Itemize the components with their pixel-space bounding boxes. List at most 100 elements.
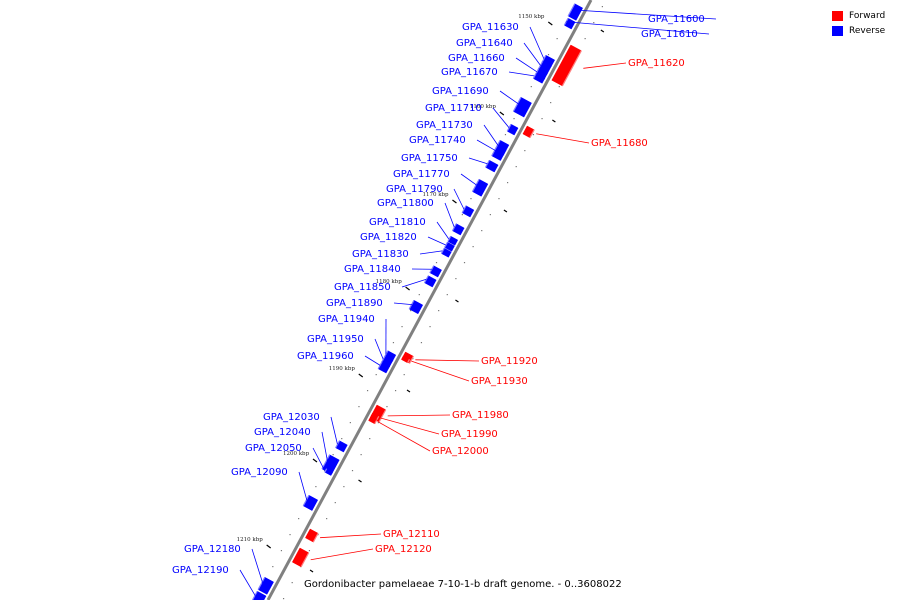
gene-label[interactable]: GPA_11950 — [307, 334, 364, 345]
gene-label[interactable]: GPA_12110 — [383, 529, 440, 540]
gene-label[interactable]: GPA_12000 — [432, 446, 489, 457]
gene-feature[interactable] — [471, 178, 489, 197]
gene-feature[interactable] — [567, 3, 584, 21]
gene-feature[interactable] — [532, 72, 546, 84]
legend-label-forward: Forward — [849, 10, 886, 21]
gene-label[interactable]: GPA_11670 — [441, 67, 498, 78]
gene-label[interactable]: GPA_11730 — [416, 120, 473, 131]
gene-feature[interactable] — [370, 412, 380, 421]
gene-feature[interactable] — [423, 275, 437, 288]
reverse-gene-block[interactable] — [424, 275, 437, 288]
gene-label[interactable]: GPA_12050 — [245, 443, 302, 454]
gene-feature[interactable] — [401, 355, 410, 364]
gene-labels-layer: GPA_11600 GPA_11610 GPA_11620 GPA_11630 GPA_… — [172, 9, 717, 596]
gene-label[interactable]: GPA_11620 — [628, 58, 685, 69]
gene-block-edge — [423, 275, 429, 284]
gene-feature[interactable] — [485, 159, 499, 173]
tick-mark — [312, 458, 318, 463]
gene-label[interactable]: GPA_11640 — [456, 38, 513, 49]
gene-feature[interactable] — [257, 576, 274, 595]
gene-block-edge — [444, 241, 449, 248]
gene-feature[interactable] — [335, 440, 348, 453]
gene-label[interactable]: GPA_11930 — [471, 376, 528, 387]
scale-dot — [601, 6, 603, 8]
gene-label[interactable]: GPA_11890 — [326, 298, 383, 309]
legend-swatch-forward — [832, 10, 843, 21]
gene-label[interactable]: GPA_11600 — [648, 14, 705, 25]
gene-label[interactable]: GPA_12190 — [172, 565, 229, 576]
scale-dash — [309, 569, 314, 573]
gene-feature[interactable] — [491, 144, 507, 161]
gene-label[interactable]: GPA_11850 — [334, 282, 391, 293]
gene-label[interactable]: GPA_11840 — [344, 264, 401, 275]
reverse-gene-block[interactable] — [563, 17, 576, 30]
gene-label[interactable]: GPA_11820 — [360, 232, 417, 243]
tick-mark — [266, 544, 272, 549]
gene-block-edge — [440, 247, 445, 254]
gene-label[interactable]: GPA_11940 — [318, 314, 375, 325]
scale-dash — [358, 479, 362, 483]
gene-feature[interactable] — [302, 494, 319, 511]
scale-dot — [472, 246, 474, 248]
scale-dot — [550, 102, 552, 104]
gene-feature[interactable] — [291, 547, 310, 568]
gene-feature[interactable] — [447, 235, 459, 246]
reverse-gene-block[interactable] — [506, 123, 519, 136]
gene-label[interactable]: GPA_11740 — [409, 135, 466, 146]
gene-label[interactable]: GPA_11610 — [641, 29, 698, 40]
gene-label[interactable]: GPA_11750 — [401, 153, 458, 164]
gene-label[interactable]: GPA_11990 — [441, 429, 498, 440]
reverse-gene-block[interactable] — [461, 205, 475, 218]
gene-label[interactable]: GPA_11630 — [462, 22, 519, 33]
gene-label[interactable]: GPA_11920 — [481, 356, 538, 367]
gene-feature[interactable] — [324, 468, 334, 476]
reverse-gene-block[interactable] — [252, 590, 267, 600]
gene-feature[interactable] — [451, 223, 465, 236]
tick-label: 1160 kbp — [470, 104, 497, 110]
gene-label[interactable]: GPA_11710 — [425, 103, 482, 114]
gene-feature[interactable] — [506, 123, 519, 136]
scale-dot — [584, 38, 586, 40]
gene-label[interactable]: GPA_11770 — [393, 169, 450, 180]
gene-feature[interactable] — [408, 299, 424, 315]
gene-feature[interactable] — [522, 125, 535, 139]
gene-feature[interactable] — [377, 361, 391, 374]
gene-connector — [419, 250, 443, 255]
gene-connector — [393, 302, 412, 306]
gene-feature[interactable] — [563, 17, 576, 30]
gene-label[interactable]: GPA_11980 — [452, 410, 509, 421]
scale-dot — [343, 486, 345, 488]
gene-label[interactable]: GPA_11660 — [448, 53, 505, 64]
reverse-gene-block[interactable] — [429, 265, 442, 278]
gene-connector — [476, 139, 496, 151]
gene-label[interactable]: GPA_11810 — [369, 217, 426, 228]
gene-label[interactable]: GPA_11830 — [352, 249, 409, 260]
reverse-gene-block[interactable] — [452, 223, 465, 236]
gene-feature[interactable] — [551, 44, 582, 87]
gene-label[interactable]: GPA_11690 — [432, 86, 489, 97]
gene-label[interactable]: GPA_12030 — [263, 412, 320, 423]
gene-feature[interactable] — [461, 205, 475, 218]
reverse-gene-block[interactable] — [485, 159, 499, 173]
gene-feature[interactable] — [440, 247, 452, 258]
gene-label[interactable]: GPA_11960 — [297, 351, 354, 362]
legend-label-reverse: Reverse — [849, 25, 886, 36]
gene-label[interactable]: GPA_11790 — [386, 184, 443, 195]
gene-label[interactable]: GPA_12040 — [254, 427, 311, 438]
gene-feature[interactable] — [512, 96, 532, 118]
scale-dot — [593, 22, 595, 24]
gene-feature[interactable] — [444, 241, 455, 252]
gene-label[interactable]: GPA_11800 — [377, 198, 434, 209]
gene-feature[interactable] — [429, 265, 442, 278]
gene-label[interactable]: GPA_12120 — [375, 544, 432, 555]
gene-feature[interactable] — [305, 528, 319, 543]
gene-label[interactable]: GPA_12180 — [184, 544, 241, 555]
gene-feature[interactable] — [368, 416, 378, 425]
scale-dot — [334, 502, 336, 504]
gene-label[interactable]: GPA_12090 — [231, 467, 288, 478]
reverse-gene-block[interactable] — [408, 299, 424, 315]
gene-label[interactable]: GPA_11680 — [591, 138, 648, 149]
scale-dash — [503, 209, 508, 213]
scale-dot — [392, 342, 395, 344]
gene-block-edge — [491, 144, 498, 157]
